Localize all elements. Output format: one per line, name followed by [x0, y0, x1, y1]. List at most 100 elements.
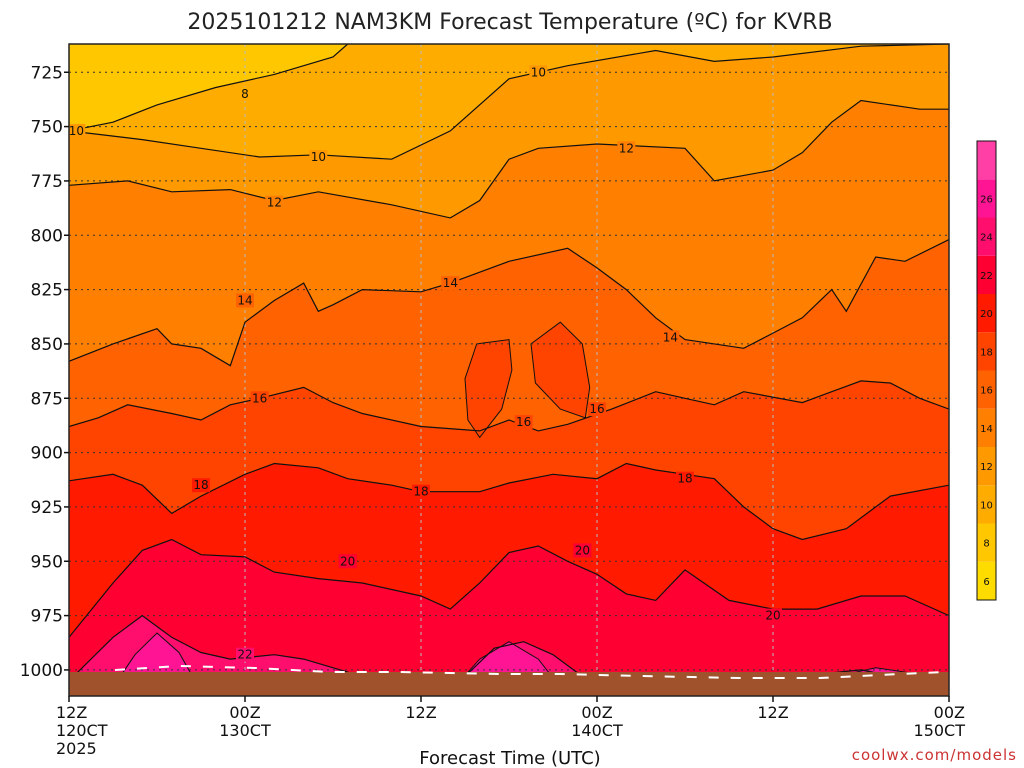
- chart-title: 2025101212 NAM3KM Forecast Temperature (…: [187, 10, 832, 35]
- isotherm-label-bg: [265, 195, 284, 210]
- colorbar-swatch-2: [977, 485, 996, 524]
- x-axis-label: Forecast Time (UTC): [419, 748, 600, 768]
- colorbar-swatch-9: [977, 217, 996, 256]
- isotherm-10: [69, 44, 949, 160]
- x-tick-label-5-1: 150CT: [914, 721, 966, 740]
- y-tick-label-1000: 1000: [20, 661, 63, 681]
- isotherm-label-bg: [192, 478, 210, 493]
- colorbar-swatch-1: [977, 523, 996, 562]
- isotherm-label-20-2: 20: [765, 609, 780, 623]
- isotherm-label-18-1: 18: [413, 485, 428, 499]
- isotherm-label-bg: [441, 276, 460, 291]
- x-tick-label-0-2: 2025: [56, 739, 97, 758]
- x-tick-label-1-1: 130CT: [219, 721, 271, 740]
- isotherm-label-18-2: 18: [677, 472, 692, 486]
- x-tick-label-0-1: 120CT: [56, 721, 108, 740]
- colorbar-swatch-7: [977, 294, 996, 333]
- x-tick-label-5-0: 00Z: [934, 703, 965, 722]
- colorbar-swatch-0: [977, 561, 996, 600]
- isotherm-label-bg: [588, 402, 606, 417]
- y-tick-label-825: 825: [31, 281, 63, 301]
- colorbar-swatch-3: [977, 447, 996, 486]
- x-tick-label-0-0: 12Z: [56, 703, 87, 722]
- y-tick-label-750: 750: [31, 118, 63, 138]
- isotherm-label-16-2: 16: [589, 402, 604, 416]
- gridlines: [69, 44, 949, 696]
- isotherm-label-bg: [236, 647, 254, 662]
- x-tick-label-3-1: 140CT: [571, 721, 623, 740]
- temperature-fill-layer: [69, 44, 949, 696]
- warm-pocket-1: [530, 321, 591, 419]
- isotherm-label-12-0: 12: [267, 196, 282, 210]
- isotherm-label-8-0: 8: [241, 87, 249, 101]
- x-tick-label-2-0: 12Z: [405, 703, 436, 722]
- y-tick-label-900: 900: [31, 444, 63, 464]
- colorbar-tick-26: 26: [980, 194, 993, 205]
- credit-link[interactable]: coolwx.com/models: [852, 746, 1017, 764]
- isotherm-label-bg: [236, 293, 254, 308]
- x-tick-label-1-0: 00Z: [229, 703, 260, 722]
- isotherm-label-10-1: 10: [311, 150, 326, 164]
- colorbar: 6 8 10 12 14 16 18 20 22 24 26: [976, 140, 997, 601]
- isotherm-label-14-0: 14: [237, 293, 252, 307]
- isotherm-label-20-1: 20: [575, 543, 590, 557]
- isotherm-label-bg: [676, 471, 694, 486]
- colorbar-tick-20: 20: [980, 309, 993, 320]
- colorbar-swatch-5: [977, 370, 996, 409]
- x-tick-label-4-0: 12Z: [757, 703, 788, 722]
- isotherm-label-bg: [236, 86, 254, 101]
- x-tick-label-3-0: 00Z: [581, 703, 612, 722]
- isotherm-label-bg: [764, 608, 782, 623]
- y-tick-label-800: 800: [31, 226, 63, 246]
- colorbar-swatch-6: [977, 332, 996, 371]
- colorbar-tick-14: 14: [980, 424, 993, 435]
- plot-area: 810101012121414141616161818182020202222: [69, 44, 949, 696]
- colorbar-tick-8: 8: [983, 539, 989, 550]
- colorbar-tick-24: 24: [980, 233, 993, 244]
- colorbar-tick-12: 12: [980, 462, 993, 473]
- isotherm-label-bg: [573, 543, 592, 558]
- y-tick-label-850: 850: [31, 335, 63, 355]
- isotherm-18: [69, 462, 949, 541]
- colorbar-swatch-11: [977, 141, 996, 180]
- isotherm-label-20-0: 20: [340, 554, 355, 568]
- isotherm-label-bg: [617, 141, 636, 156]
- isotherm-label-16-1: 16: [516, 415, 531, 429]
- isotherm-12: [69, 99, 949, 219]
- y-tick-label-775: 775: [31, 172, 63, 192]
- y-tick-label-950: 950: [31, 552, 63, 572]
- isotherm-label-12-1: 12: [619, 141, 634, 155]
- y-tick-label-975: 975: [31, 607, 63, 627]
- isotherm-label-10-0: 10: [69, 124, 84, 138]
- isotherm-label-bg: [250, 391, 269, 406]
- isotherm-label-16-0: 16: [252, 391, 267, 405]
- colorbar-swatch-4: [977, 408, 996, 447]
- colorbar-swatch-8: [977, 255, 996, 294]
- colorbar-frame: [976, 140, 997, 601]
- colorbar-tick-6: 6: [983, 577, 989, 588]
- isotherm-14: [69, 239, 949, 367]
- isotherm-8: [69, 44, 349, 132]
- isotherm-label-10-2: 10: [531, 65, 546, 79]
- warm-pocket-0: [464, 339, 513, 439]
- isotherm-label-14-1: 14: [443, 276, 458, 290]
- colorbar-swatch-10: [977, 179, 996, 218]
- colorbar-tick-22: 22: [980, 271, 993, 282]
- colorbar-tick-10: 10: [980, 500, 993, 511]
- isotherm-label-18-0: 18: [193, 478, 208, 492]
- isotherm-label-bg: [412, 484, 430, 499]
- plot-frame: [68, 43, 950, 697]
- isotherm-label-22-0: 22: [237, 648, 252, 662]
- isotherm-label-bg: [529, 65, 548, 80]
- isotherm-label-bg: [661, 330, 680, 345]
- colorbar-tick-18: 18: [980, 347, 993, 358]
- ground-surface: [69, 672, 949, 696]
- y-tick-label-925: 925: [31, 498, 63, 518]
- isotherm-label-14-2: 14: [663, 330, 678, 344]
- isotherm-label-bg: [69, 123, 86, 138]
- isotherm-label-bg: [514, 415, 533, 430]
- y-tick-label-725: 725: [31, 63, 63, 83]
- colorbar-tick-16: 16: [980, 386, 993, 397]
